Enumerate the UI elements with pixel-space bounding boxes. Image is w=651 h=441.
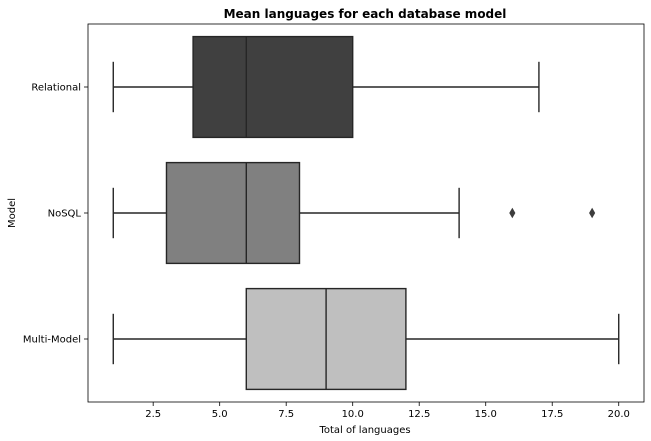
x-tick-label-1: 5.0 <box>212 409 228 420</box>
box-relational <box>192 35 354 139</box>
x-tick-label-3: 10.0 <box>342 409 364 420</box>
x-tick-label-6: 17.5 <box>541 409 563 420</box>
box-nosql <box>165 161 301 265</box>
chart-title: Mean languages for each database model <box>224 7 507 21</box>
x-tick-label-0: 2.5 <box>145 409 161 420</box>
x-tick-label-2: 7.5 <box>278 409 294 420</box>
x-tick-label-4: 12.5 <box>408 409 430 420</box>
plot-area: 2.5 5.0 7.5 10.0 12.5 15.0 17.5 20.0 Relational N… <box>23 23 645 420</box>
outlier-nosql-0 <box>509 207 516 219</box>
x-axis-label: Total of languages <box>318 425 410 436</box>
y-tick-label-nosql: NoSQL <box>48 209 82 220</box>
y-axis-label: Model <box>7 198 18 228</box>
x-tick-label-5: 15.0 <box>475 409 497 420</box>
outlier-nosql-1 <box>589 207 596 219</box>
y-tick-label-relational: Relational <box>31 83 81 94</box>
y-tick-label-multi-model: Multi-Model <box>23 335 81 346</box>
x-tick-label-7: 20.0 <box>608 409 630 420</box>
